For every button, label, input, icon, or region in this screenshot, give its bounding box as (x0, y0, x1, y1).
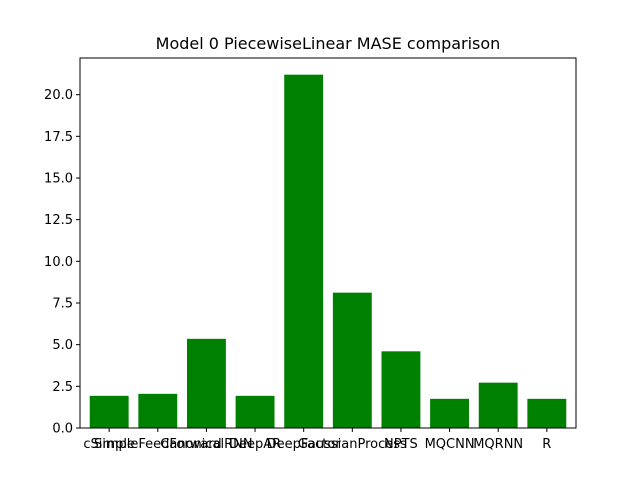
y-tick-label: 5.0 (52, 338, 73, 353)
y-tick-label: 0.0 (52, 422, 73, 437)
y-tick-label: 12.5 (44, 213, 73, 228)
y-tick-label: 15.0 (44, 172, 73, 187)
bar-CanonicalRNN (186, 338, 226, 428)
bar-GaussianProcess (332, 292, 372, 428)
y-axis-ticks: 0.0 2.5 5.0 7.5 10.0 12.5 15.0 17.5 20.0 (44, 88, 80, 437)
bar-DeepFactor (284, 74, 324, 429)
x-tick-label: MQRNN (473, 437, 523, 452)
bar-DeepAR (235, 395, 275, 428)
x-tick-label: cSimple (83, 437, 135, 452)
y-tick-label: 7.5 (52, 297, 73, 312)
bars-group (89, 74, 567, 429)
bar-cSimple (89, 395, 129, 428)
y-tick-label: 20.0 (44, 88, 73, 103)
bar-MQRNN (478, 382, 518, 428)
bar-R (527, 398, 567, 428)
y-tick-label: 17.5 (44, 130, 73, 145)
bar-SimpleFeedForward (138, 393, 178, 428)
bar-NPTS (381, 351, 421, 428)
x-tick-label: DeepFactor (267, 437, 342, 452)
x-tick-label: R (542, 437, 551, 452)
chart-title: Model 0 PiecewiseLinear MASE comparison (156, 34, 501, 53)
x-tick-label: MQCNN (425, 437, 475, 452)
x-tick-label: NPTS (384, 437, 418, 452)
plot-frame (79, 57, 577, 429)
x-tick-label: DeepAR (229, 437, 281, 452)
x-tick-label: CanonicalRNN (160, 437, 252, 452)
x-axis-ticks: cSimpleSimpleFeedForwardCanonicalRNNDeep… (83, 428, 551, 452)
y-tick-label: 2.5 (52, 380, 73, 395)
y-tick-label: 10.0 (44, 255, 73, 270)
bar-MQCNN (430, 398, 470, 428)
x-tick-label: SimpleFeedForward (94, 437, 222, 452)
x-tick-label: GaussianProcess (298, 437, 407, 452)
